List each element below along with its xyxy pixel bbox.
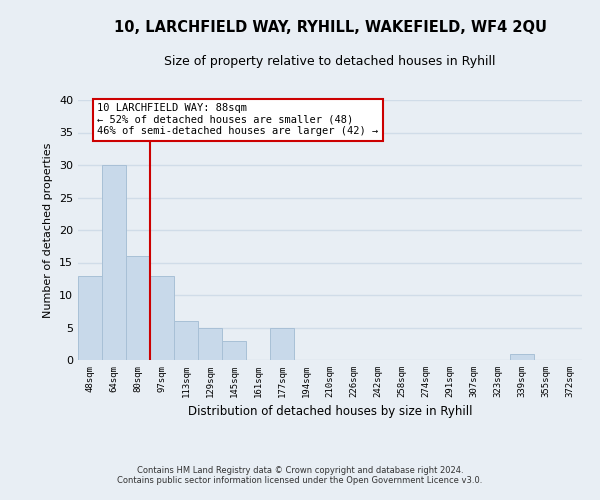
Bar bbox=[198, 328, 222, 360]
Bar bbox=[78, 276, 102, 360]
Bar bbox=[222, 340, 246, 360]
Text: Size of property relative to detached houses in Ryhill: Size of property relative to detached ho… bbox=[164, 55, 496, 68]
Bar bbox=[510, 354, 534, 360]
Y-axis label: Number of detached properties: Number of detached properties bbox=[43, 142, 53, 318]
Bar bbox=[102, 165, 126, 360]
Text: 10, LARCHFIELD WAY, RYHILL, WAKEFIELD, WF4 2QU: 10, LARCHFIELD WAY, RYHILL, WAKEFIELD, W… bbox=[113, 20, 547, 35]
Bar bbox=[174, 321, 198, 360]
Bar bbox=[126, 256, 150, 360]
Bar bbox=[270, 328, 294, 360]
X-axis label: Distribution of detached houses by size in Ryhill: Distribution of detached houses by size … bbox=[188, 406, 472, 418]
Bar bbox=[150, 276, 174, 360]
Text: Contains HM Land Registry data © Crown copyright and database right 2024.
Contai: Contains HM Land Registry data © Crown c… bbox=[118, 466, 482, 485]
Text: 10 LARCHFIELD WAY: 88sqm
← 52% of detached houses are smaller (48)
46% of semi-d: 10 LARCHFIELD WAY: 88sqm ← 52% of detach… bbox=[97, 104, 379, 136]
